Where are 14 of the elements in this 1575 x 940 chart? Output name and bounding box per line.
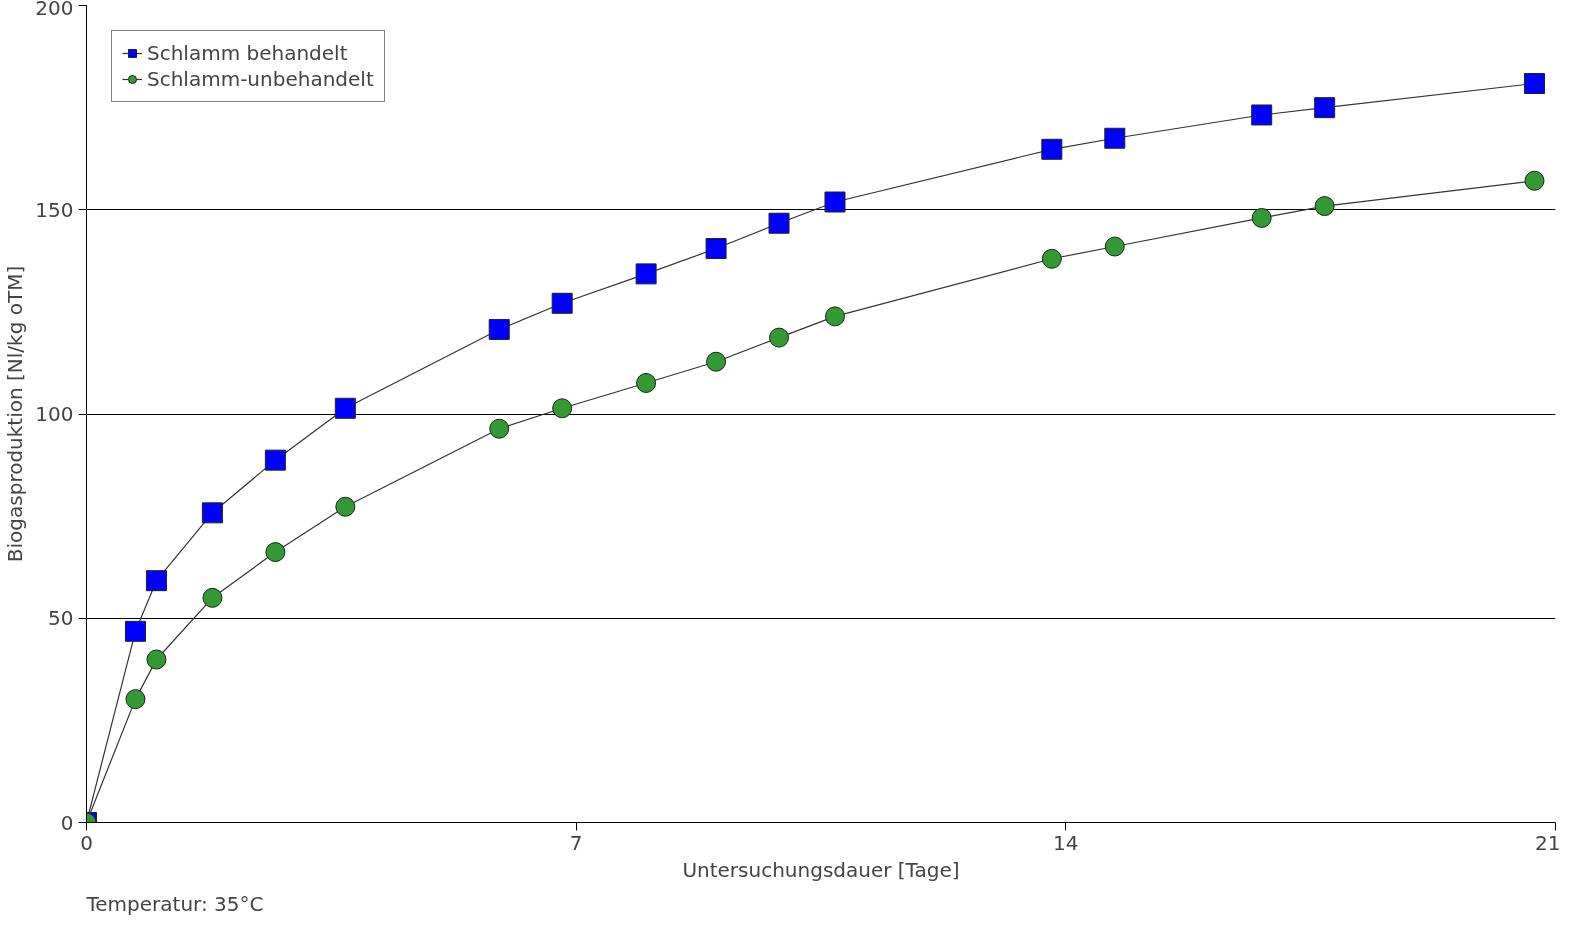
x-tick-label: 14: [1053, 830, 1079, 855]
x-tick-label: 0: [80, 830, 93, 855]
x-tick-label: 7: [569, 830, 583, 855]
legend-label: Schlamm behandelt: [147, 41, 348, 65]
text: Temperatur: 35°C: [85, 891, 264, 916]
y-tick-label: 100: [35, 402, 74, 426]
x-axis-title: Untersuchungsdauer [Tage]: [682, 857, 960, 882]
y-tick-label: 0: [60, 810, 74, 835]
y-tick-label: 50: [48, 606, 74, 631]
legend-label: Schlamm-unbehandelt: [147, 67, 374, 91]
y-tick-label: 150: [35, 197, 74, 222]
y-tick-label: 200: [35, 0, 74, 20]
y-axis-title: Biogasproduktion [Nl/kg oTM]: [3, 265, 28, 563]
x-tick-label: 21: [1535, 830, 1561, 855]
